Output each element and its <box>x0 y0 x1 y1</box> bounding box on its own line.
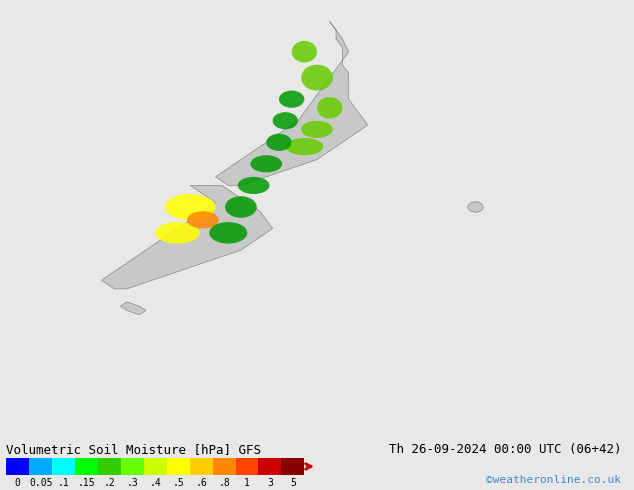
Ellipse shape <box>250 155 282 172</box>
Ellipse shape <box>317 97 342 119</box>
Bar <box>121 458 144 475</box>
Ellipse shape <box>279 91 304 108</box>
Bar <box>236 458 259 475</box>
Text: 3: 3 <box>267 478 273 488</box>
Ellipse shape <box>165 194 216 220</box>
Text: .15: .15 <box>78 478 95 488</box>
Text: ©weatheronline.co.uk: ©weatheronline.co.uk <box>486 475 621 485</box>
Text: Volumetric Soil Moisture [hPa] GFS: Volumetric Soil Moisture [hPa] GFS <box>6 443 261 456</box>
Bar <box>212 458 236 475</box>
Polygon shape <box>216 22 368 185</box>
Text: .2: .2 <box>103 478 115 488</box>
Bar <box>167 458 190 475</box>
Bar <box>98 458 121 475</box>
Bar <box>75 458 98 475</box>
Bar <box>52 458 75 475</box>
Bar <box>190 458 212 475</box>
Ellipse shape <box>238 177 269 194</box>
Ellipse shape <box>301 121 333 138</box>
Bar <box>281 458 304 475</box>
Polygon shape <box>101 185 273 289</box>
Bar <box>259 458 281 475</box>
Ellipse shape <box>285 138 323 155</box>
Text: 1: 1 <box>244 478 250 488</box>
Ellipse shape <box>187 211 219 228</box>
Text: 5: 5 <box>290 478 296 488</box>
Text: .4: .4 <box>150 478 161 488</box>
Ellipse shape <box>273 112 298 129</box>
Text: .1: .1 <box>58 478 70 488</box>
Text: .6: .6 <box>195 478 207 488</box>
Ellipse shape <box>292 41 317 63</box>
Text: .5: .5 <box>172 478 184 488</box>
Ellipse shape <box>209 222 247 244</box>
Ellipse shape <box>225 196 257 218</box>
Bar <box>29 458 52 475</box>
Text: Th 26-09-2024 00:00 UTC (06+42): Th 26-09-2024 00:00 UTC (06+42) <box>389 443 621 456</box>
Text: 0: 0 <box>15 478 21 488</box>
Text: .8: .8 <box>218 478 230 488</box>
Text: 0.05: 0.05 <box>29 478 53 488</box>
Text: .3: .3 <box>127 478 138 488</box>
Ellipse shape <box>266 134 292 151</box>
Polygon shape <box>120 302 146 315</box>
Circle shape <box>468 202 483 212</box>
Ellipse shape <box>301 65 333 91</box>
Bar <box>6 458 29 475</box>
Ellipse shape <box>155 222 200 244</box>
Bar <box>144 458 167 475</box>
